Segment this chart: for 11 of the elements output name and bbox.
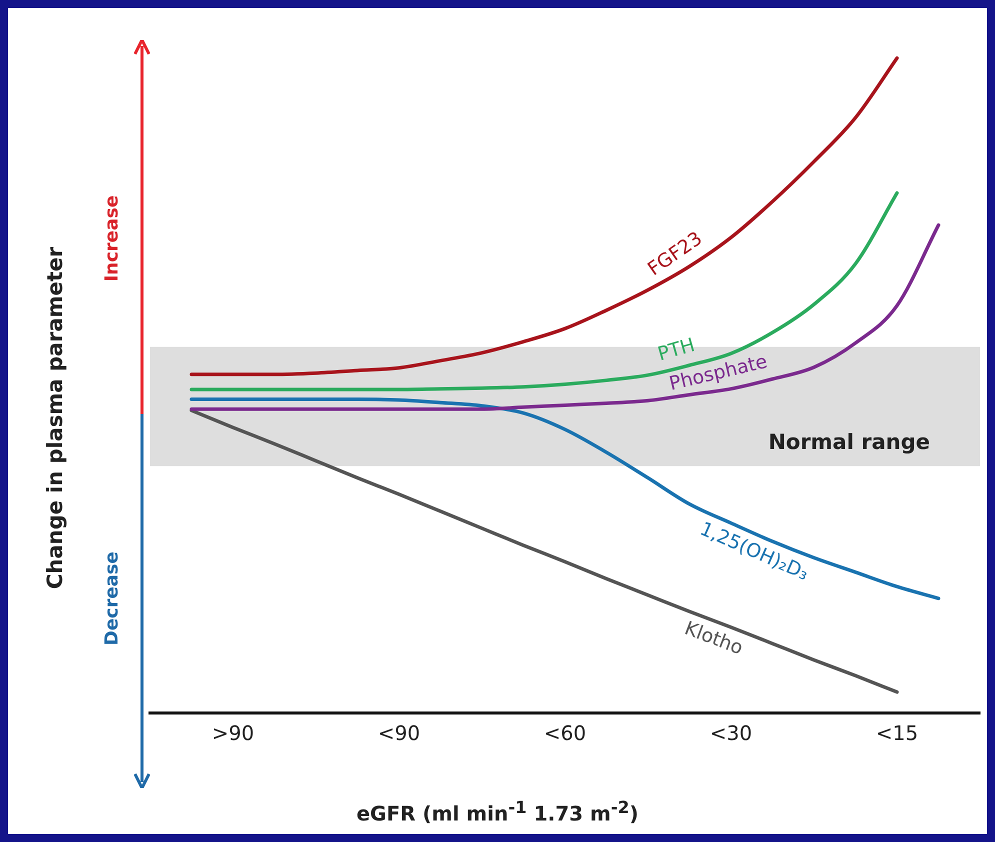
x-tick-label: <60 — [544, 721, 586, 746]
band-label: Normal range — [768, 430, 930, 454]
y-axis-title: Change in plasma parameter — [43, 246, 68, 590]
text: Decrease — [101, 551, 122, 645]
text: PTH — [655, 334, 698, 366]
text: Increase — [102, 194, 123, 282]
x-tick-label: <15 — [876, 721, 918, 746]
x-tick-label: <90 — [378, 721, 420, 746]
x-tick-label: >90 — [212, 721, 254, 746]
x-tick-label: <30 — [710, 721, 752, 746]
x-axis-title: eGFR (ml min$^{-1}$ 1.73 m$^{-2}$) — [355, 798, 640, 826]
